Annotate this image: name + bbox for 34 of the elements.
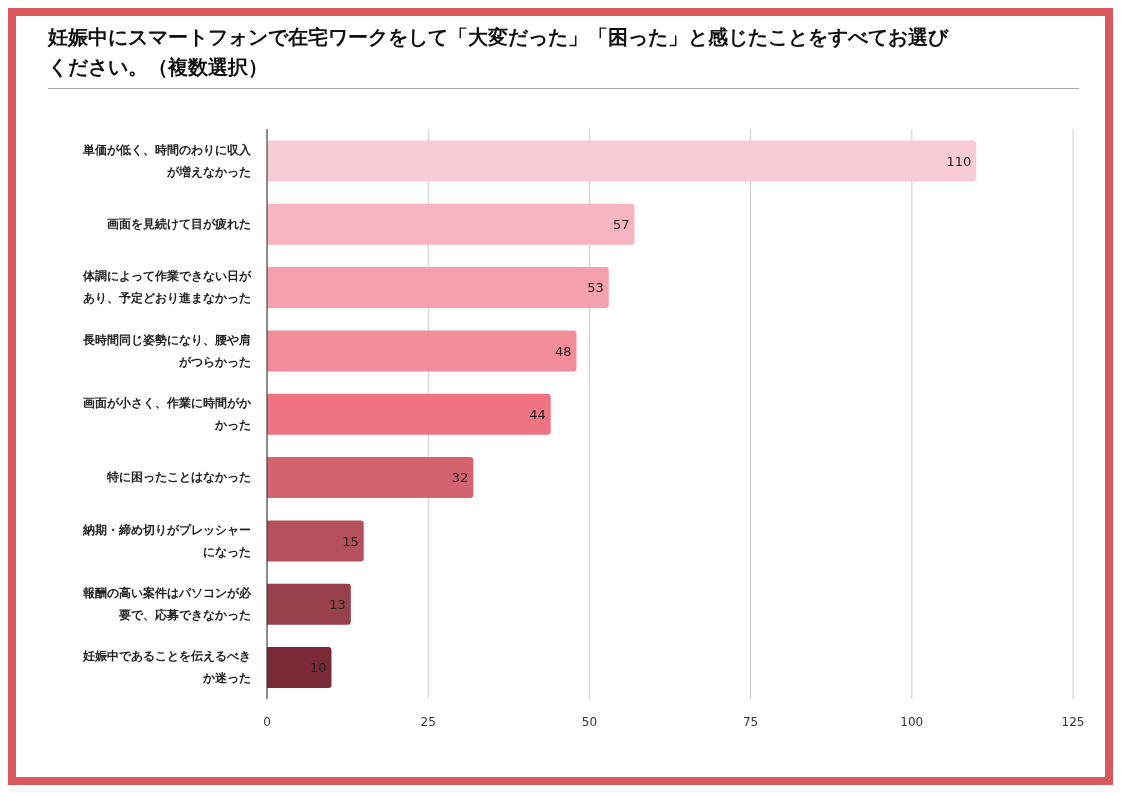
x-tick-label: 125: [1061, 714, 1085, 729]
data-label: 44: [529, 406, 546, 422]
x-tick-label: 50: [581, 714, 598, 729]
bar: [267, 457, 474, 499]
chart-title: 妊娠中にスマートフォンで在宅ワークをして「大変だった」「困った」と感じたことをすべてお選びください。（複数選択）: [48, 24, 948, 81]
data-label: 32: [451, 470, 469, 486]
data-label: 13: [329, 596, 346, 612]
bar: [267, 583, 351, 625]
x-tick-label: 25: [420, 714, 436, 729]
bar: [267, 267, 609, 309]
data-label: 57: [612, 216, 630, 232]
y-tick-label: 単価が低く、時間のわりに収入が増えなかった: [82, 142, 252, 179]
bar: [267, 393, 551, 435]
y-tick-label: 納期・締め切りがプレッシャーになった: [82, 522, 251, 559]
bar: [267, 330, 577, 372]
y-tick-label: 画面を見続けて目が疲れた: [107, 217, 251, 231]
y-tick-label: 画面が小さく、作業に時間がかかった: [83, 396, 252, 432]
x-tick-label: 0: [263, 714, 271, 729]
bar: [267, 647, 332, 689]
y-tick-label: 特に困ったことはなかった: [106, 470, 251, 485]
bar: [267, 203, 635, 245]
data-label: 15: [342, 533, 359, 549]
bar: [267, 140, 977, 182]
bar: [267, 520, 364, 562]
y-tick-label: 体調によって作業できない日があり、予定どおり進まなかった: [82, 269, 252, 306]
data-label: 48: [554, 343, 572, 359]
y-tick-label: 報酬の高い案件はパソコンが必要で、応募できなかった: [82, 586, 252, 622]
data-label: 110: [946, 153, 972, 169]
data-label: 10: [309, 660, 327, 676]
y-tick-label: 長時間同じ姿勢になり、腰や肩がつらかった: [82, 332, 251, 369]
data-label: 53: [587, 280, 604, 296]
x-tick-label: 100: [900, 714, 924, 729]
y-tick-label: 妊娠中であることを伝えるべきか迷った: [82, 649, 251, 686]
x-tick-label: 75: [742, 714, 759, 729]
